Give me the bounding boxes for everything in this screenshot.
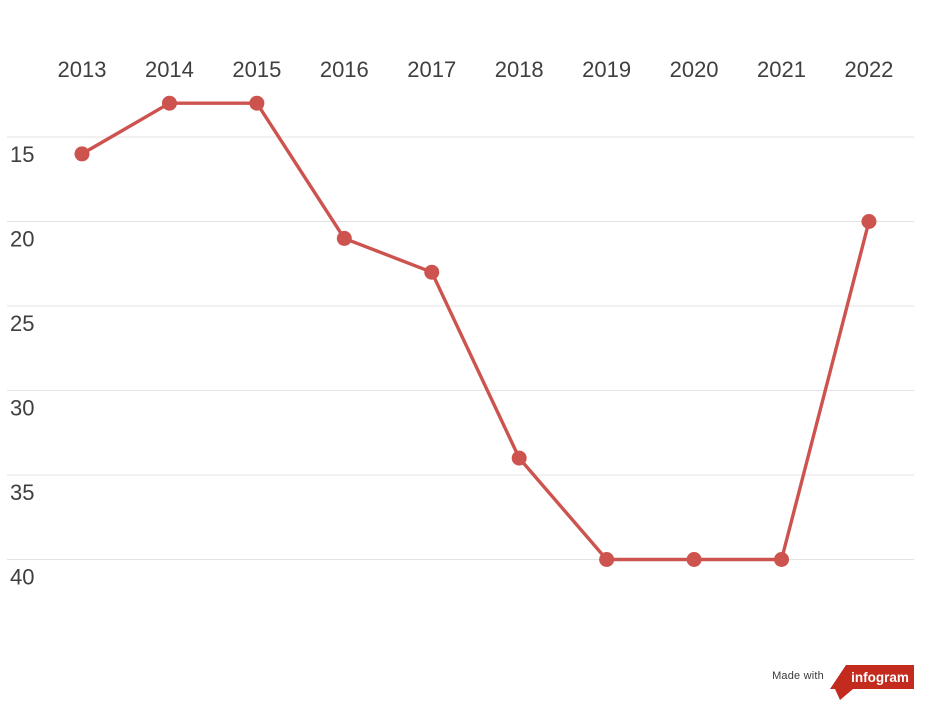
x-axis-label: 2013 — [58, 57, 107, 82]
y-tick-label: 30 — [10, 396, 34, 421]
data-point — [599, 552, 615, 567]
x-axis-label: 2018 — [495, 57, 544, 82]
y-tick-label: 25 — [10, 311, 34, 336]
x-axis-label: 2016 — [320, 57, 369, 82]
y-tick-label: 15 — [10, 142, 34, 167]
y-tick-label: 35 — [10, 480, 34, 505]
x-axis-label: 2022 — [844, 57, 893, 82]
y-tick-label: 20 — [10, 227, 34, 252]
data-point — [511, 450, 527, 466]
infogram-flag-shape — [830, 665, 914, 700]
data-point — [249, 95, 265, 111]
data-point — [336, 230, 352, 246]
x-axis-label: 2021 — [757, 57, 806, 82]
y-tick-label: 40 — [10, 565, 34, 590]
data-point — [774, 552, 790, 567]
infogram-badge[interactable]: Made with infogram — [772, 665, 914, 700]
made-with-label: Made with — [772, 670, 824, 682]
x-axis-label: 2017 — [407, 57, 456, 82]
x-axis-label: 2014 — [145, 57, 194, 82]
series-line — [80, 101, 871, 562]
infogram-flag-icon: infogram — [830, 665, 914, 700]
infogram-brand-label: infogram — [851, 670, 909, 685]
data-point — [686, 552, 702, 567]
x-axis-label: 2019 — [582, 57, 631, 82]
data-point — [161, 95, 177, 111]
data-point — [861, 214, 877, 229]
data-point — [424, 264, 440, 280]
line-chart: 15 20 25 30 35 40 2013 2014 2015 2016 2017 2018 2019… — [7, 57, 914, 590]
data-point — [74, 146, 90, 162]
x-axis-label: 2020 — [670, 57, 719, 82]
x-axis-label: 2015 — [232, 57, 281, 82]
